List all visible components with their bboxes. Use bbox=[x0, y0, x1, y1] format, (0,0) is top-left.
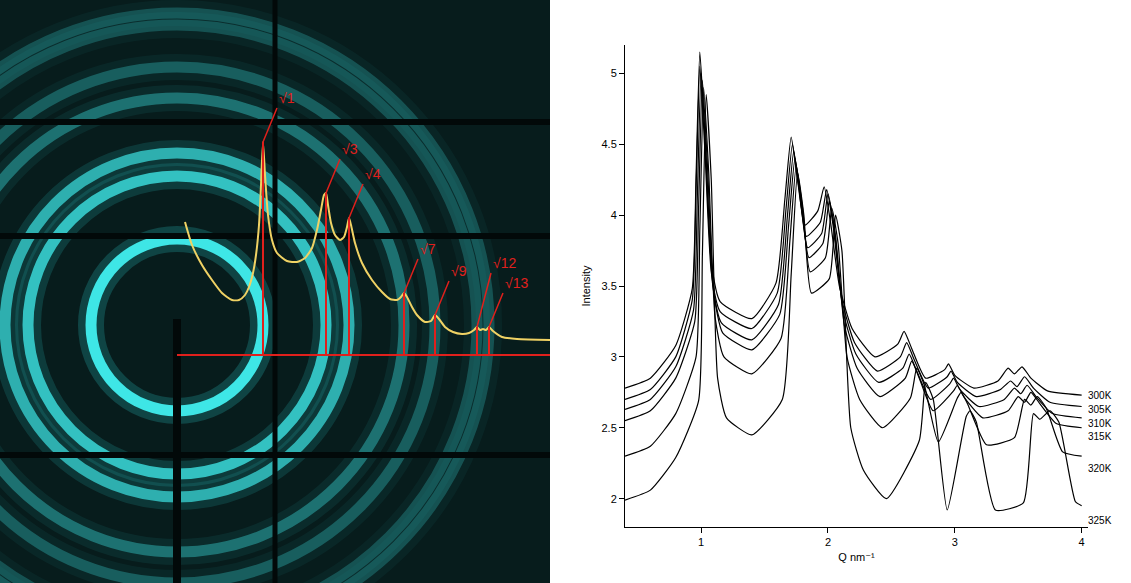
svg-text:√4: √4 bbox=[365, 166, 381, 182]
svg-text:5: 5 bbox=[611, 67, 617, 79]
svg-text:√3: √3 bbox=[342, 141, 358, 157]
svg-text:4: 4 bbox=[611, 209, 617, 221]
svg-text:√9: √9 bbox=[451, 263, 467, 279]
svg-text:3: 3 bbox=[952, 536, 958, 548]
svg-text:3: 3 bbox=[611, 351, 617, 363]
svg-text:325K: 325K bbox=[1088, 515, 1112, 526]
svg-text:√12: √12 bbox=[493, 255, 516, 271]
svg-text:√1: √1 bbox=[279, 90, 295, 106]
svg-text:√13: √13 bbox=[505, 275, 528, 291]
svg-text:305K: 305K bbox=[1088, 404, 1112, 415]
svg-text:300K: 300K bbox=[1088, 390, 1112, 401]
svg-text:2: 2 bbox=[825, 536, 831, 548]
svg-text:320K: 320K bbox=[1088, 463, 1112, 474]
svg-text:1: 1 bbox=[698, 536, 704, 548]
svg-text:310K: 310K bbox=[1088, 418, 1112, 429]
svg-text:2.5: 2.5 bbox=[602, 422, 617, 434]
svg-text:4.5: 4.5 bbox=[602, 138, 617, 150]
svg-text:3.5: 3.5 bbox=[602, 280, 617, 292]
svg-text:√7: √7 bbox=[420, 241, 436, 257]
svg-text:2: 2 bbox=[611, 493, 617, 505]
svg-text:Q nm⁻¹: Q nm⁻¹ bbox=[838, 551, 875, 563]
svg-text:Intensity: Intensity bbox=[580, 265, 592, 306]
svg-text:4: 4 bbox=[1079, 536, 1085, 548]
svg-text:315K: 315K bbox=[1088, 431, 1112, 442]
